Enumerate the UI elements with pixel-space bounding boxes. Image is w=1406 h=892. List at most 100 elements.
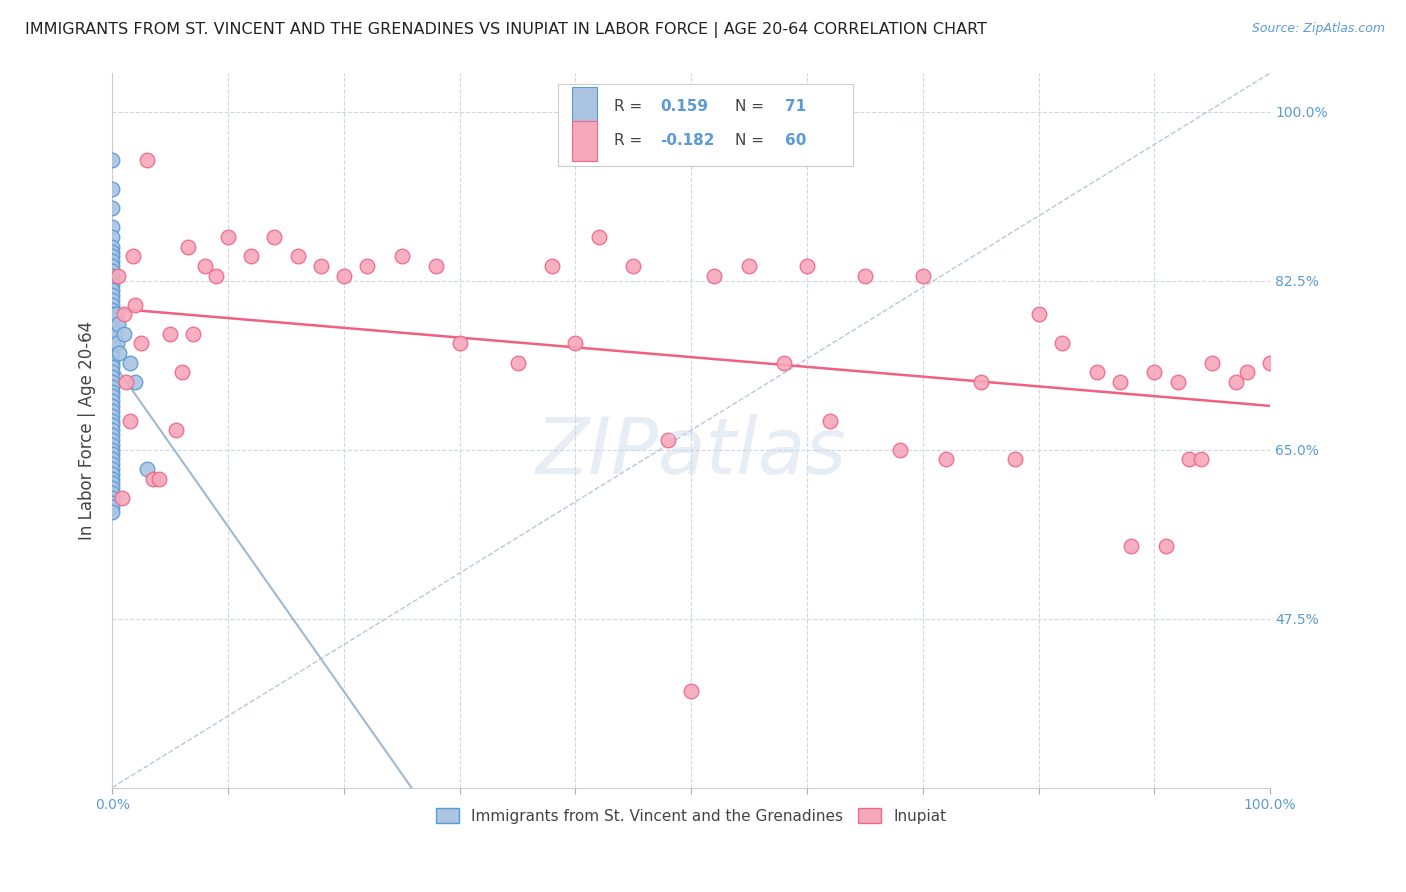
Point xyxy=(101,414,124,428)
Point xyxy=(703,268,725,283)
Point xyxy=(104,307,127,321)
Point xyxy=(101,457,124,471)
Point xyxy=(911,268,934,283)
Point xyxy=(101,360,124,375)
Point xyxy=(1121,539,1143,553)
Point xyxy=(176,240,198,254)
Point xyxy=(101,481,124,495)
Point xyxy=(122,249,145,263)
Point xyxy=(115,375,138,389)
Point xyxy=(103,326,125,341)
Point xyxy=(118,356,141,370)
Point xyxy=(129,336,152,351)
Point xyxy=(101,283,124,297)
Point xyxy=(110,491,132,505)
Point xyxy=(101,230,124,244)
Point xyxy=(101,394,124,409)
Point xyxy=(101,375,124,389)
Point xyxy=(588,230,610,244)
Point xyxy=(194,259,217,273)
Point xyxy=(1154,539,1177,553)
Point xyxy=(1085,365,1108,379)
Point xyxy=(818,414,841,428)
Point xyxy=(124,375,146,389)
Point xyxy=(101,476,124,491)
Point xyxy=(101,293,124,307)
Point xyxy=(101,264,124,278)
Point xyxy=(101,326,124,341)
Point xyxy=(101,351,124,365)
Point xyxy=(101,471,124,485)
Point xyxy=(101,428,124,442)
Point xyxy=(101,452,124,467)
Text: 0.159: 0.159 xyxy=(659,99,709,114)
Point xyxy=(889,442,911,457)
Point xyxy=(101,486,124,500)
Point xyxy=(101,182,124,196)
Text: N =: N = xyxy=(735,134,769,148)
Point xyxy=(449,336,471,351)
Point xyxy=(1004,452,1026,467)
Point xyxy=(101,346,124,360)
Point xyxy=(142,471,165,485)
Bar xyxy=(572,121,598,161)
Bar xyxy=(572,87,598,126)
Point xyxy=(101,336,124,351)
Point xyxy=(101,389,124,403)
Text: IMMIGRANTS FROM ST. VINCENT AND THE GRENADINES VS INUPIAT IN LABOR FORCE | AGE 2: IMMIGRANTS FROM ST. VINCENT AND THE GREN… xyxy=(25,22,987,38)
Point xyxy=(101,201,124,215)
Point xyxy=(1258,356,1281,370)
Point xyxy=(935,452,957,467)
Point xyxy=(1178,452,1201,467)
Point xyxy=(101,244,124,259)
Text: 60: 60 xyxy=(785,134,807,148)
Point xyxy=(391,249,413,263)
Point xyxy=(1108,375,1130,389)
Point xyxy=(105,336,128,351)
Text: R =: R = xyxy=(613,99,647,114)
Point xyxy=(1050,336,1073,351)
Point xyxy=(101,259,124,273)
Text: -0.182: -0.182 xyxy=(659,134,714,148)
Point xyxy=(356,259,378,273)
Point xyxy=(1143,365,1166,379)
Point xyxy=(101,317,124,331)
Point xyxy=(101,298,124,312)
Point xyxy=(425,259,447,273)
Point xyxy=(773,356,796,370)
Point xyxy=(112,307,135,321)
Point xyxy=(101,274,124,288)
Point xyxy=(970,375,993,389)
Point xyxy=(103,336,125,351)
Point xyxy=(170,365,193,379)
Point xyxy=(101,302,124,317)
Point xyxy=(101,356,124,370)
Point xyxy=(124,298,146,312)
Point xyxy=(217,230,239,244)
Point xyxy=(101,384,124,399)
Point xyxy=(101,462,124,476)
Point xyxy=(101,404,124,418)
Point xyxy=(136,153,159,167)
Text: R =: R = xyxy=(613,134,647,148)
Text: ZIPatlas: ZIPatlas xyxy=(536,414,846,490)
Point xyxy=(101,399,124,413)
Point xyxy=(101,491,124,505)
Text: N =: N = xyxy=(735,99,769,114)
Point xyxy=(101,322,124,336)
Point xyxy=(101,268,124,283)
Text: Source: ZipAtlas.com: Source: ZipAtlas.com xyxy=(1251,22,1385,36)
Point xyxy=(181,326,204,341)
Point xyxy=(112,326,135,341)
Point xyxy=(657,433,679,447)
Point xyxy=(101,380,124,394)
Point xyxy=(118,414,141,428)
Point xyxy=(101,249,124,263)
Point xyxy=(205,268,228,283)
Point xyxy=(101,447,124,461)
Point xyxy=(101,307,124,321)
Point xyxy=(1201,356,1223,370)
Point xyxy=(541,259,564,273)
Point xyxy=(1189,452,1212,467)
Point xyxy=(101,496,124,510)
